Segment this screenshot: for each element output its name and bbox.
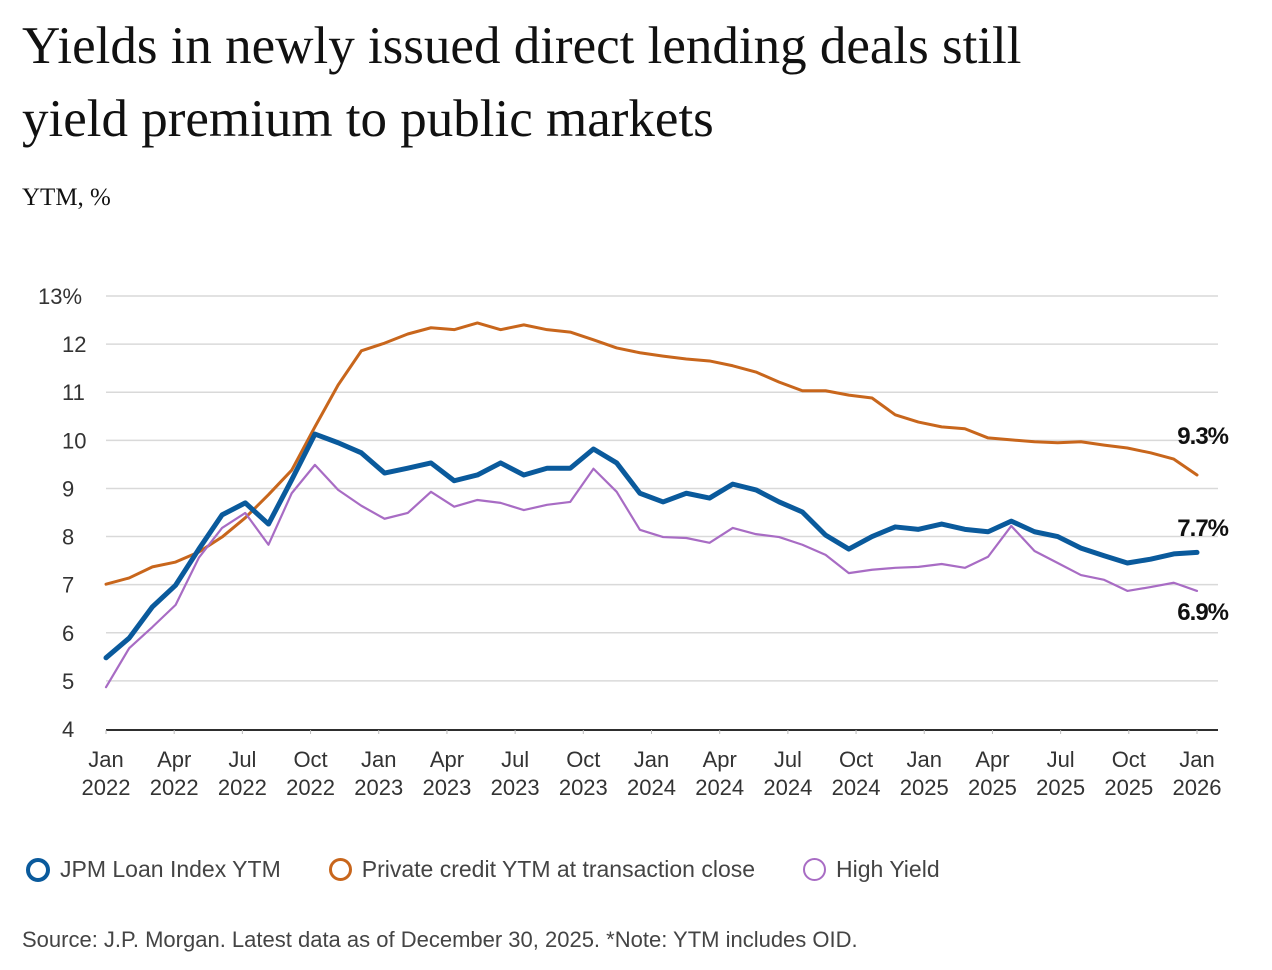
x-tick-month: Jul	[774, 747, 802, 772]
x-tick-year: 2023	[559, 775, 608, 800]
legend-label: Private credit YTM at transaction close	[361, 856, 756, 882]
x-tick-year: 2023	[491, 775, 540, 800]
y-tick-label: 4	[62, 717, 74, 742]
legend-circle-icon	[26, 857, 50, 882]
x-tick-month: Apr	[703, 747, 737, 772]
line-chart: 4 5 6 7 8 9 10 11 12 13% Jan 2022 Apr 2022 Jul 2022 Oct 2…	[38, 284, 1230, 800]
legend: JPM Loan Index YTM Private credit YTM at…	[26, 856, 988, 883]
x-tick-month: Jan	[907, 747, 942, 772]
x-tick-year: 2025	[1104, 775, 1153, 800]
series-line-jpm-loan-index-ytm	[103, 431, 1200, 661]
x-tick-year: 2024	[627, 775, 676, 800]
source-note: Source: J.P. Morgan. Latest data as of D…	[22, 927, 858, 952]
y-tick-label: 5	[62, 669, 74, 694]
x-tick-year: 2022	[286, 775, 335, 800]
end-value-label: 6.9%	[1177, 599, 1228, 626]
x-tick-month: Oct	[566, 747, 600, 772]
end-value-label: 9.3%	[1177, 423, 1228, 450]
x-tick-month: Jan	[1179, 747, 1214, 772]
y-unit-label: YTM, %	[22, 184, 111, 211]
x-tick-year: 2023	[422, 775, 471, 800]
x-tick-month: Jan	[88, 747, 123, 772]
legend-circle-icon	[328, 858, 352, 881]
x-tick-month: Oct	[839, 747, 873, 772]
y-tick-label: 13%	[38, 284, 82, 309]
x-tick-year: 2025	[968, 775, 1017, 800]
x-tick-month: Jul	[501, 747, 529, 772]
x-tick-month: Apr	[430, 747, 464, 772]
y-tick-label: 10	[62, 428, 86, 453]
x-tick-year: 2025	[900, 775, 949, 800]
end-value-label: 7.7%	[1177, 515, 1228, 542]
legend-item-jpm-loan-index: JPM Loan Index YTM	[26, 856, 281, 883]
x-tick-month: Jul	[1047, 747, 1075, 772]
x-tick-year: 2025	[1036, 775, 1085, 800]
x-tick-month: Jan	[634, 747, 669, 772]
series-line-private-credit-ytm-at-transaction-close	[104, 321, 1199, 586]
y-tick-label: 8	[62, 525, 74, 550]
legend-label: High Yield	[836, 856, 940, 882]
x-tick-year: 2022	[218, 775, 267, 800]
x-tick-year: 2024	[763, 775, 812, 800]
x-tick-year: 2022	[82, 775, 131, 800]
title-line-2: yield premium to public markets	[22, 90, 714, 148]
x-tick-year: 2024	[832, 775, 881, 800]
series-line-high-yield	[104, 463, 1199, 689]
x-tick-month: Apr	[975, 747, 1009, 772]
legend-label: JPM Loan Index YTM	[60, 856, 281, 882]
legend-item-high-yield: High Yield	[803, 856, 940, 883]
y-tick-label: 7	[62, 573, 74, 598]
x-tick-month: Jul	[228, 747, 256, 772]
x-tick-year: 2022	[150, 775, 199, 800]
legend-item-private-credit: Private credit YTM at transaction close	[328, 856, 756, 883]
title-line-1: Yields in newly issued direct lending de…	[22, 17, 1022, 75]
x-tick-month: Jan	[361, 747, 396, 772]
y-tick-label: 11	[62, 380, 85, 405]
x-tick-year: 2026	[1173, 775, 1222, 800]
x-tick-year: 2023	[354, 775, 403, 800]
chart-title: Yields in newly issued direct lending de…	[22, 10, 1022, 156]
x-tick-month: Apr	[157, 747, 191, 772]
y-tick-label: 6	[62, 621, 74, 646]
x-tick-month: Oct	[1112, 747, 1146, 772]
y-tick-label: 9	[62, 476, 74, 501]
legend-circle-icon	[803, 858, 827, 881]
y-tick-label: 12	[62, 332, 86, 357]
x-tick-year: 2024	[695, 775, 744, 800]
x-tick-month: Oct	[293, 747, 327, 772]
